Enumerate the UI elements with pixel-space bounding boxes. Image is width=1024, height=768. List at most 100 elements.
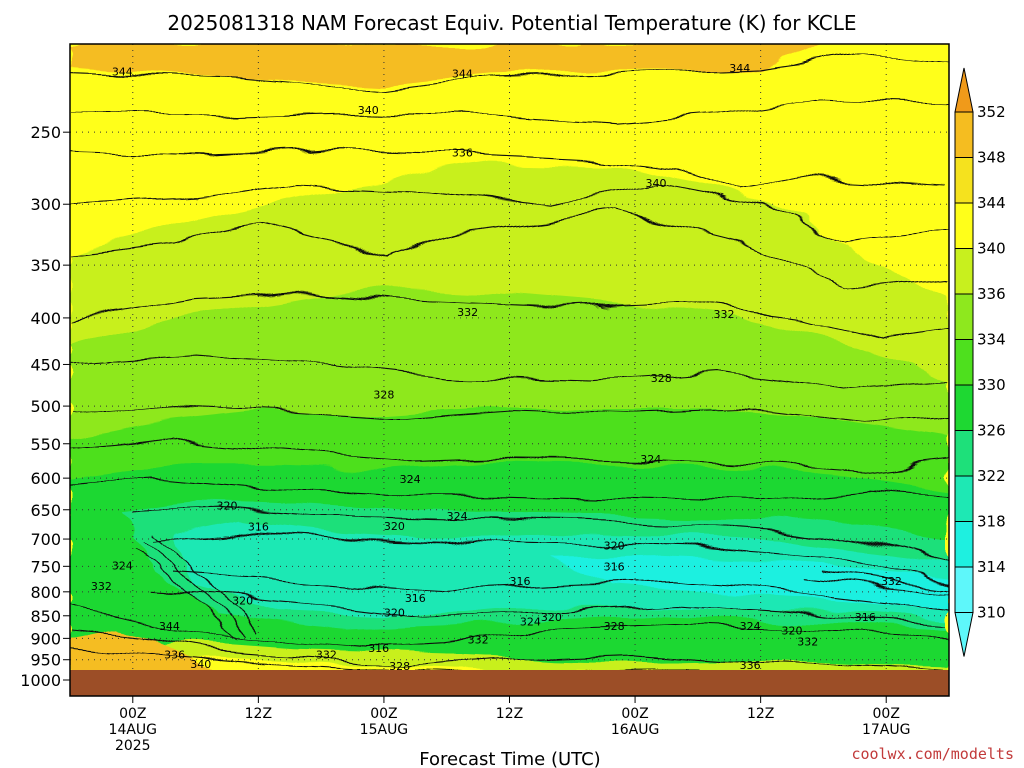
contour-label-text: 340	[358, 104, 379, 117]
contour-label-text: 316	[855, 611, 876, 624]
contour-label-text: 320	[216, 500, 237, 513]
contour-label-text: 324	[447, 510, 468, 523]
colorbar-swatch	[954, 202, 974, 249]
colorbar-label: 336	[977, 285, 1006, 303]
contour-label: 344	[159, 620, 180, 633]
contour-line	[132, 549, 238, 639]
colorbar-label: 322	[977, 467, 1006, 485]
contour-line	[153, 532, 949, 583]
contour-label: 316	[509, 575, 530, 588]
colorbar-label: 344	[977, 194, 1006, 212]
shading-group	[70, 44, 949, 681]
contour-label: 316	[368, 642, 389, 655]
colorbar-label: 334	[977, 331, 1006, 349]
contour-label-text: 320	[541, 611, 562, 624]
contour-label-text: 336	[452, 147, 473, 160]
contour-label: 324	[112, 559, 133, 572]
contour-label-text: 344	[452, 67, 473, 80]
contour-label-text: 324	[640, 453, 661, 466]
contour-label: 340	[190, 658, 211, 671]
chart-title: 2025081318 NAM Forecast Equiv. Potential…	[167, 11, 856, 35]
contour-label: 332	[714, 308, 735, 321]
colorbar-swatch	[954, 248, 974, 295]
contour-label-text: 332	[468, 634, 489, 647]
y-tick-label: 800	[30, 583, 61, 602]
contour-label-text: 344	[112, 66, 133, 79]
colorbar-top-arrow	[954, 67, 974, 113]
y-tick-label: 950	[30, 651, 61, 670]
contour-label: 332	[316, 649, 337, 662]
contour-label: 328	[651, 372, 672, 385]
contour-line	[132, 506, 949, 562]
contour-label-text: 328	[373, 389, 394, 402]
colorbar-swatch	[954, 293, 974, 340]
contour-label: 320	[384, 606, 405, 619]
colorbar-swatch	[954, 430, 974, 477]
colorbar-swatch	[954, 339, 974, 386]
y-tick-label: 900	[30, 629, 61, 648]
colorbar-label: 348	[977, 149, 1006, 167]
contour-label: 344	[452, 67, 473, 80]
y-tick-label: 500	[30, 397, 61, 416]
contour-line	[70, 605, 949, 648]
credit-text: coolwx.com/modelts	[851, 745, 1014, 763]
x-tick-label: 00Z	[119, 706, 146, 722]
ground	[70, 670, 949, 696]
y-tick-label: 750	[30, 557, 61, 576]
y-tick-label: 250	[30, 123, 61, 142]
y-tick-label: 400	[30, 309, 61, 328]
contour-label: 320	[782, 625, 803, 638]
x-tick-label: 00Z	[370, 706, 397, 722]
contour-label-text: 332	[714, 308, 735, 321]
colorbar-label: 352	[977, 103, 1006, 121]
contour-label-text: 320	[384, 520, 405, 533]
y-axis: 250 300 350 400 450 500 550 600 650 700 750 800 850 9…	[20, 123, 70, 690]
contour-line	[70, 53, 949, 92]
contour-line	[70, 628, 949, 671]
contour-label: 324	[740, 620, 761, 633]
contour-line	[802, 576, 949, 593]
contour-line	[70, 183, 949, 243]
contour-label-text: 340	[646, 177, 667, 190]
contour-label: 328	[389, 660, 410, 673]
contour-label-text: 332	[797, 636, 818, 649]
contour-label: 344	[729, 62, 750, 75]
contour-label-text: 328	[389, 660, 410, 673]
contour-line	[153, 532, 259, 630]
contour-label: 332	[881, 575, 902, 588]
colorbar-label: 310	[977, 604, 1006, 622]
contour-label-text: 332	[316, 649, 337, 662]
contour-label-text: 320	[782, 625, 803, 638]
contour-label: 328	[373, 389, 394, 402]
contour-label-text: 316	[368, 642, 389, 655]
colorbar-swatch	[954, 475, 974, 522]
colorbar-swatch	[954, 521, 974, 568]
contour-label: 324	[640, 453, 661, 466]
colorbar-swatch	[954, 157, 974, 204]
contour-label-text: 316	[604, 560, 625, 573]
contour-label-text: 324	[400, 473, 421, 486]
contour-line	[70, 291, 949, 338]
x-tick-label: 12Z	[245, 706, 272, 722]
contour-label: 320	[604, 539, 625, 552]
contour-label: 336	[452, 147, 473, 160]
colorbar-label: 330	[977, 376, 1006, 394]
x-tick-label: 00Z	[621, 706, 648, 722]
x-tick-label: 17AUG	[862, 722, 911, 738]
contour-label-text: 332	[881, 575, 902, 588]
y-tick-label: 850	[30, 607, 61, 626]
contour-label-text: 320	[384, 606, 405, 619]
contour-label: 332	[468, 634, 489, 647]
contour-line	[70, 98, 949, 125]
contour-label-text: 332	[91, 580, 112, 593]
contour-label: 316	[604, 560, 625, 573]
contour-label: 340	[358, 104, 379, 117]
contour-line	[153, 591, 949, 626]
contour-label: 336	[164, 649, 185, 662]
contour-label: 316	[405, 592, 426, 605]
contour-label: 324	[400, 473, 421, 486]
